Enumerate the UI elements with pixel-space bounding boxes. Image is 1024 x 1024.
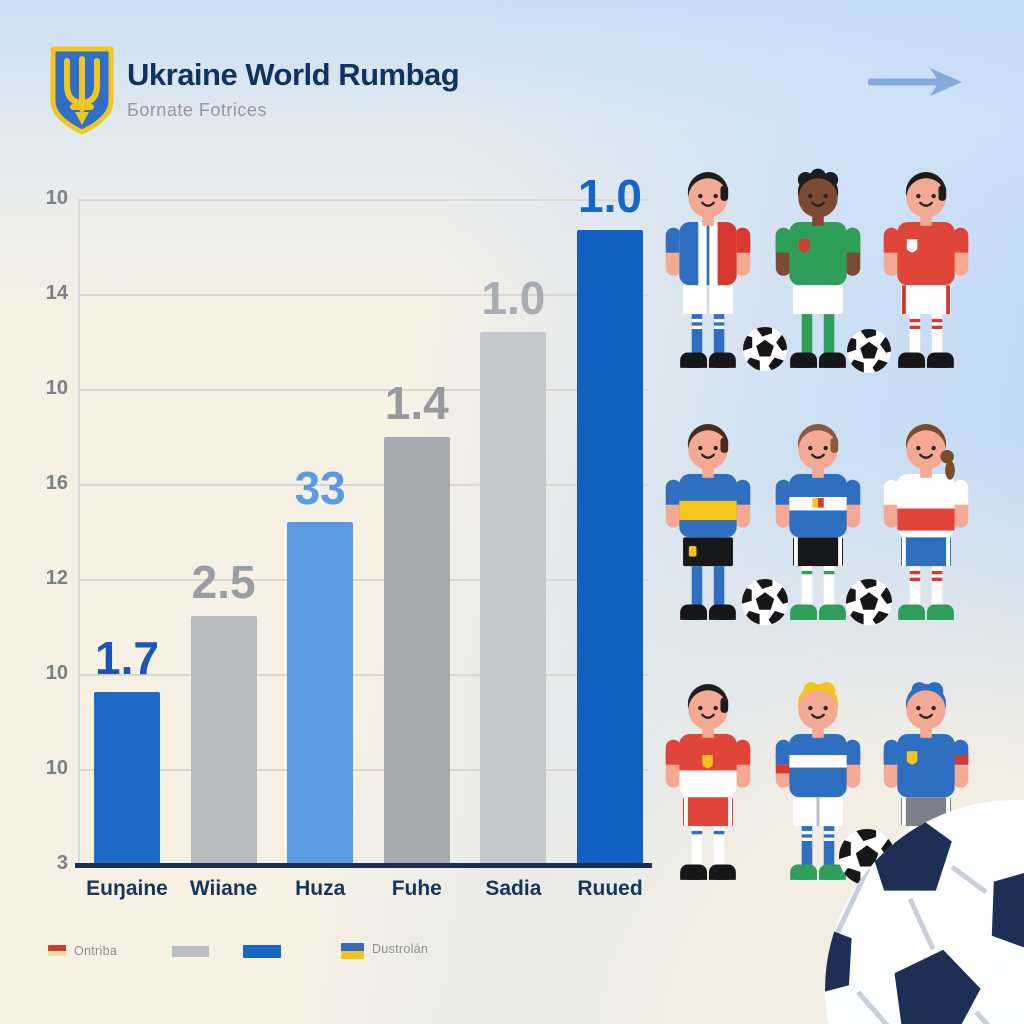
player-row1-3 [878,168,974,370]
page-subtitle: Бornate Fotrices [127,100,267,120]
y-tick-label: 14 [45,282,68,304]
bar-value-label: 1.4 [384,377,449,429]
legend-swatch-band [341,943,364,951]
player-row2-1 [660,420,756,622]
y-tick-label: 3 [56,852,68,874]
gridline [78,674,648,676]
gridline [78,484,648,486]
bar-value-label: 2.5 [191,556,256,608]
y-tick-label: 10 [45,187,68,209]
legend-swatch [48,945,66,956]
legend-swatch-band [172,946,209,957]
x-axis-label: Sadia [485,877,542,900]
x-axis-label: Euŋaine [86,877,168,900]
bar-Wiiane [190,616,257,863]
player-row1-1 [660,168,756,370]
legend-swatch-band [48,945,66,951]
y-tick-label: 16 [45,472,68,494]
player-row3-3 [878,680,974,882]
ukraine-trident-emblem [48,45,116,137]
bar-Sadia [480,332,547,863]
gridline [78,294,648,296]
large-soccer-ball [700,760,1024,1024]
x-axis-label: Fuhe [391,877,442,900]
soccer-ball-icon [742,579,788,625]
gridline [78,389,648,391]
player-row2-3 [878,420,974,622]
x-axis-line [75,863,652,868]
player-row3-2 [770,680,866,882]
y-tick-label: 12 [45,567,68,589]
gridline [78,769,648,771]
bar-value-label: 1.7 [95,632,159,684]
legend-swatch [172,946,209,957]
gridline [78,579,648,581]
bar-Huza [287,522,354,863]
legend-swatch-band [243,945,281,958]
player-row2-2 [770,420,866,622]
y-tick-label: 10 [45,377,68,399]
legend-swatch-band [48,950,66,956]
bar-value-label: 33 [294,462,346,514]
x-axis-label: Wiiane [189,877,258,900]
x-axis-label: Huza [295,877,346,900]
y-tick-label: 10 [45,757,68,779]
soccer-ball-icon [846,579,892,625]
gridline [78,199,648,201]
legend-swatch [341,943,364,959]
y-tick-label: 10 [45,662,68,684]
bar-value-label: 1.0 [578,170,642,222]
bar-Euŋaine [94,692,160,863]
legend-swatch-band [341,951,364,959]
bar-Fuhe [383,437,450,863]
soccer-ball-icon [743,327,787,371]
bar-Ruued [577,230,643,863]
right-arrow-icon [868,66,964,98]
player-row1-2 [770,168,866,370]
header-titles: Ukraine World Rumbag Бornate Fotrices [127,57,460,121]
legend-label: Ontriba [74,944,118,958]
page-title: Ukraine World Rumbag [127,57,460,92]
bar-value-label: 1.0 [481,272,546,324]
legend-label: Dustrolán [372,942,429,956]
soccer-ball-icon [847,329,891,373]
x-axis-label: Ruued [577,877,643,900]
legend-swatch [243,945,281,958]
player-row3-1 [660,680,756,882]
y-axis-line [78,200,80,863]
